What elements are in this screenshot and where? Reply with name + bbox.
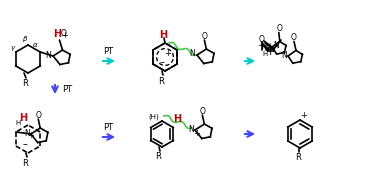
Text: +: +	[28, 132, 34, 140]
Text: +: +	[265, 47, 275, 57]
Text: H: H	[15, 120, 21, 126]
Text: N: N	[24, 129, 30, 138]
Text: N: N	[273, 40, 279, 50]
Text: +: +	[165, 50, 171, 59]
Text: PT: PT	[103, 123, 113, 132]
Text: O: O	[202, 32, 207, 41]
Text: O: O	[277, 24, 283, 33]
Text: –: –	[160, 57, 165, 67]
Text: β: β	[22, 36, 26, 42]
Text: PT: PT	[62, 84, 72, 94]
Text: N: N	[45, 50, 51, 60]
Text: O: O	[291, 33, 297, 42]
Text: +: +	[257, 41, 267, 51]
Text: +: +	[194, 129, 200, 138]
Text: H: H	[159, 30, 167, 40]
Text: O: O	[35, 111, 41, 120]
Text: R: R	[295, 153, 301, 162]
Text: H: H	[174, 114, 181, 123]
Text: H: H	[263, 51, 268, 57]
Text: γ: γ	[10, 45, 15, 51]
Text: PT: PT	[103, 47, 113, 56]
Text: R: R	[22, 79, 28, 88]
Text: N: N	[281, 50, 287, 60]
Text: N: N	[189, 50, 195, 59]
Text: –: –	[22, 139, 27, 149]
Text: O: O	[199, 107, 205, 115]
Text: (H): (H)	[148, 114, 159, 120]
Text: R: R	[155, 152, 161, 161]
Text: O: O	[61, 29, 66, 38]
Text: N: N	[188, 125, 194, 133]
Text: O: O	[259, 35, 265, 43]
Text: H: H	[266, 43, 271, 49]
Text: +: +	[61, 31, 68, 40]
Text: R: R	[22, 159, 28, 168]
Text: α: α	[33, 42, 37, 48]
Text: H: H	[19, 113, 27, 123]
Text: H: H	[53, 29, 62, 39]
Text: +: +	[301, 112, 307, 121]
Text: R: R	[158, 77, 164, 86]
